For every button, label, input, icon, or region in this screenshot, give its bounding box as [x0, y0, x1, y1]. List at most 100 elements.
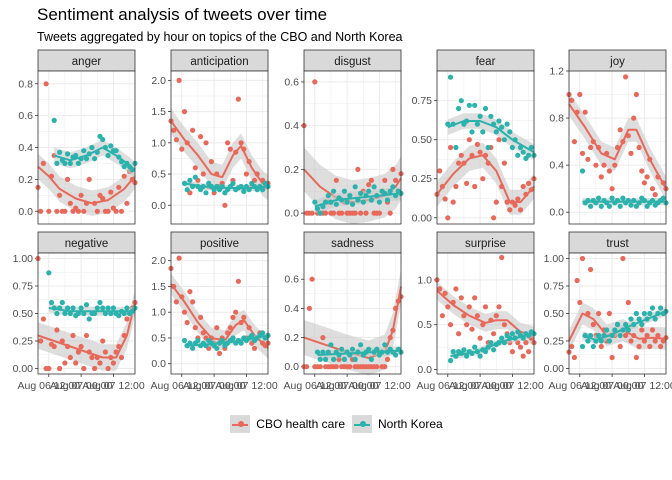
data-point	[472, 183, 478, 190]
data-point	[190, 127, 196, 133]
data-point	[73, 152, 79, 159]
data-point	[649, 305, 656, 311]
data-point	[447, 358, 454, 364]
panel-border	[303, 70, 402, 225]
smooth-line	[314, 192, 402, 208]
data-point	[233, 309, 239, 315]
data-point	[184, 187, 190, 193]
legend-label: North Korea	[378, 417, 443, 431]
data-point	[469, 129, 475, 135]
data-point	[623, 332, 629, 339]
data-point	[78, 305, 84, 311]
y-tick-label: 0.6	[284, 76, 299, 88]
facet-strip-label: trust	[606, 238, 629, 250]
data-point	[614, 321, 621, 328]
data-point	[660, 195, 666, 201]
data-point	[384, 356, 391, 362]
y-tick-label: 1.00	[13, 253, 34, 265]
data-point	[328, 342, 334, 348]
data-point	[596, 310, 602, 317]
data-point	[314, 206, 321, 212]
data-point	[190, 345, 196, 351]
data-point	[195, 337, 201, 344]
data-point	[456, 105, 462, 112]
data-point	[387, 210, 393, 216]
data-point	[596, 195, 602, 201]
data-point	[477, 335, 483, 341]
data-point	[445, 215, 451, 221]
data-point	[445, 121, 451, 127]
data-point	[523, 340, 529, 346]
data-point	[652, 316, 658, 322]
data-point	[374, 346, 380, 352]
data-point	[649, 186, 656, 192]
y-tick-label: 0.50	[544, 308, 565, 320]
data-point	[347, 364, 353, 370]
confidence-band	[437, 281, 534, 345]
data-point	[181, 109, 188, 115]
data-point	[110, 360, 116, 366]
data-point	[344, 199, 350, 205]
data-point	[636, 144, 642, 151]
data-point	[652, 192, 658, 198]
data-point	[89, 354, 95, 361]
confidence-band	[38, 289, 135, 371]
smooth-line	[450, 332, 535, 358]
y-tick-label: 2.0	[151, 255, 166, 267]
data-point	[598, 174, 604, 180]
data-point	[57, 365, 63, 372]
data-point	[62, 208, 68, 214]
data-point	[83, 156, 90, 162]
data-point	[456, 160, 462, 166]
smooth-line	[303, 286, 402, 359]
data-point	[54, 310, 60, 317]
data-point	[382, 364, 388, 370]
facet-panel-trust: trust 0.00 0.25 0.50 0.75 1.00 Aug 06 12:00Aug…	[544, 231, 672, 392]
data-point	[376, 210, 382, 216]
data-point	[588, 144, 594, 151]
data-point	[477, 113, 483, 119]
data-point	[604, 327, 610, 333]
data-point	[181, 309, 188, 315]
data-point	[501, 137, 507, 143]
data-point	[633, 354, 640, 361]
x-tick-label: Aug 06 12:00	[549, 380, 612, 392]
data-point	[393, 177, 399, 183]
confidence-band	[38, 153, 135, 216]
facet-panel-anticipation: anticipation 0.0 0.5 1.0 1.5 2.0	[151, 49, 271, 225]
data-point	[609, 186, 615, 192]
data-point	[92, 365, 98, 372]
y-tick-label: 0.4	[284, 120, 299, 132]
data-point	[499, 254, 505, 261]
data-point	[472, 295, 478, 301]
panel-border	[436, 70, 535, 225]
data-point	[57, 149, 63, 155]
data-point	[116, 313, 122, 319]
data-point	[482, 349, 489, 355]
smooth-line	[436, 154, 535, 204]
data-point	[100, 136, 106, 143]
data-point	[593, 162, 599, 168]
data-point	[105, 152, 111, 159]
data-point	[309, 276, 315, 282]
data-point	[517, 207, 524, 213]
data-point	[108, 189, 114, 195]
data-point	[65, 151, 71, 157]
data-point	[100, 338, 106, 344]
x-tick-label: Aug 06 12:00	[284, 380, 347, 392]
data-point	[54, 327, 60, 333]
smooth-line	[184, 334, 269, 347]
data-point	[118, 208, 125, 214]
smooth-line	[37, 302, 136, 359]
data-point	[208, 159, 214, 165]
data-point	[374, 364, 380, 370]
data-point	[620, 255, 626, 262]
data-point	[598, 338, 604, 344]
data-point	[493, 313, 499, 319]
data-point	[480, 176, 486, 182]
data-point	[466, 102, 472, 108]
facet-strip-label: sadness	[331, 238, 374, 250]
data-point	[306, 305, 312, 311]
data-point	[569, 343, 575, 350]
